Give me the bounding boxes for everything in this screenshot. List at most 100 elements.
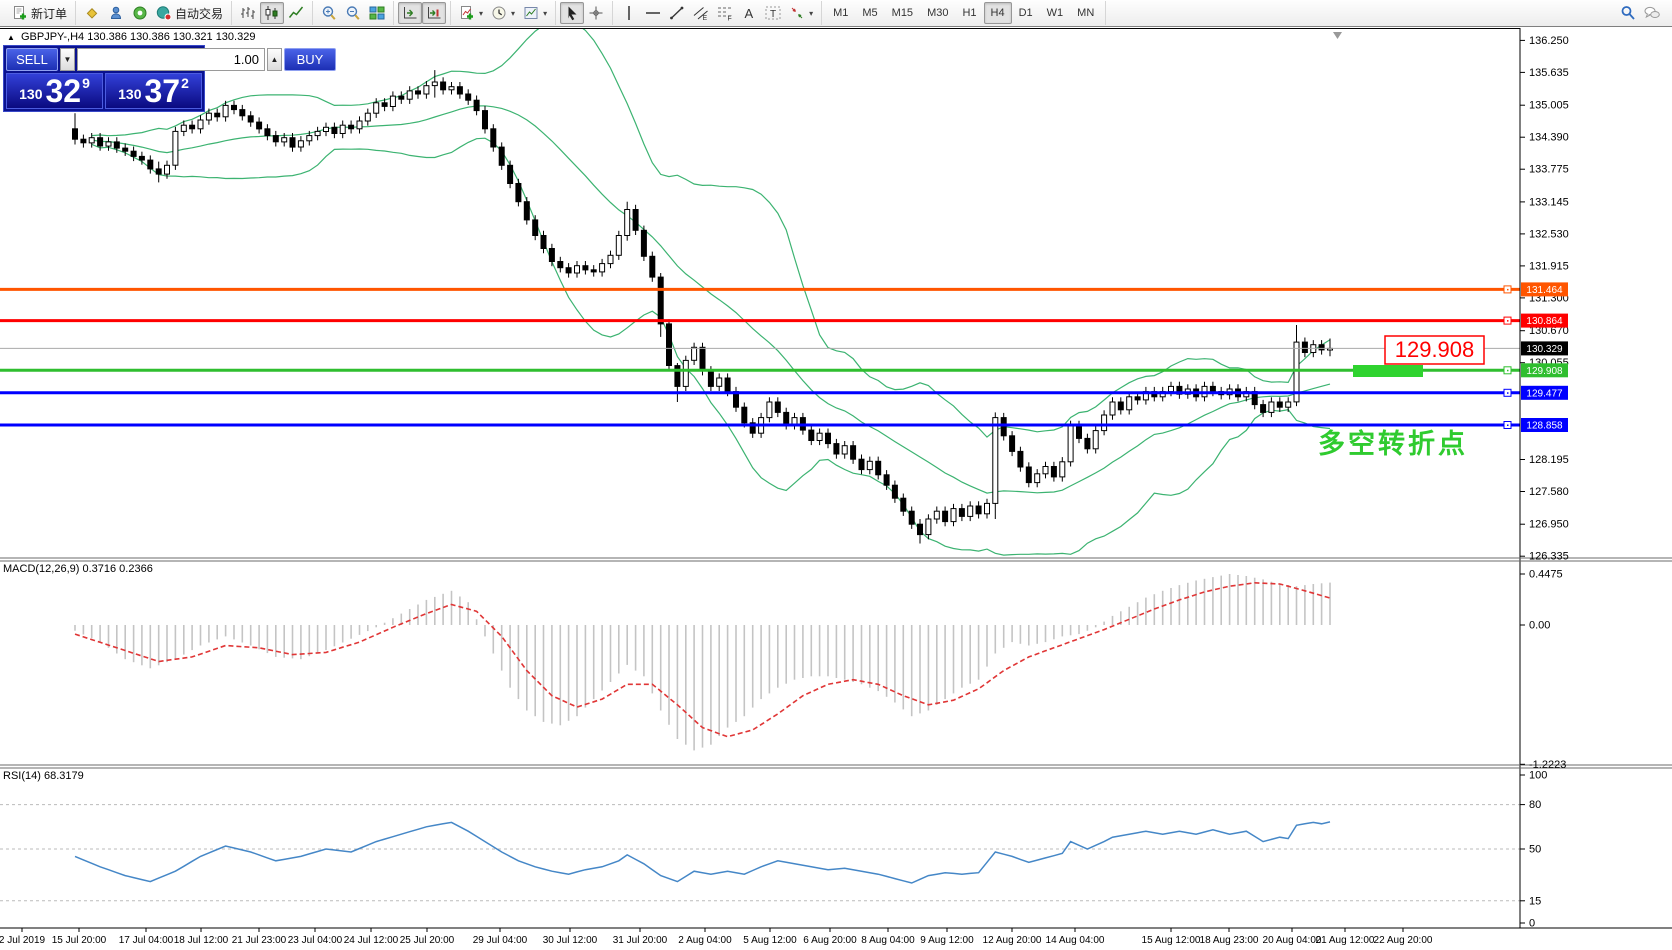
styler-button[interactable] — [80, 2, 104, 24]
tf-m5-button[interactable]: M5 — [862, 7, 878, 19]
buy-price-sup: 2 — [181, 75, 189, 91]
signals-button[interactable] — [128, 2, 152, 24]
auto-scroll-button[interactable] — [398, 2, 423, 24]
time-tick-label: 18 Aug 23:00 — [1200, 935, 1259, 946]
chart-svg[interactable]: 129.908 多空转折点 MACD(12,26,9) 0.3716 0.2366 R… — [0, 28, 1672, 950]
buy-button[interactable]: BUY — [284, 48, 336, 71]
symbol-title: GBPJPY-,H4 — [20, 31, 85, 43]
price-tick-label: 128.195 — [1529, 454, 1569, 466]
horizontal-line-button[interactable] — [641, 2, 665, 24]
time-tick-label: 24 Jul 12:00 — [344, 935, 399, 946]
svg-text:131.464: 131.464 — [1526, 285, 1563, 296]
channel-icon: E — [693, 7, 708, 21]
time-tick-label: 2 Aug 04:00 — [678, 935, 732, 946]
tf-d1-button[interactable]: D1 — [1018, 7, 1033, 19]
toolbar-group-5: ▾ ▾ ▾ — [451, 1, 557, 25]
new-order-button-label: 新订单 — [31, 6, 68, 21]
time-tick-label: 15 Jul 20:00 — [52, 935, 107, 946]
rsi-line — [74, 821, 1331, 884]
svg-text:129.477: 129.477 — [1526, 388, 1563, 399]
sell-price-big: 32 — [45, 73, 82, 109]
toolbar-group-7: E F A T ▾ — [613, 1, 823, 25]
toolbar-group-2 — [232, 1, 314, 25]
chevron-down-icon: ▾ — [479, 8, 484, 18]
svg-text:E: E — [703, 15, 708, 21]
autotrade-icon — [156, 6, 172, 21]
crosshair-button[interactable] — [584, 2, 608, 24]
bar-chart-icon — [241, 7, 256, 19]
periods-icon — [492, 6, 506, 20]
arrows-button[interactable]: ▾ — [785, 2, 817, 24]
crosshair-icon — [589, 6, 603, 20]
time-tick-label: 2 Jul 2019 — [0, 935, 46, 946]
indicators-button[interactable]: ▾ — [455, 2, 487, 24]
trendline-icon — [670, 6, 684, 20]
tf-m15-button[interactable]: M15 — [891, 7, 914, 19]
metaeditor-button[interactable] — [104, 2, 128, 24]
tf-m1-button[interactable]: M1 — [833, 7, 849, 19]
price-tag — [1521, 363, 1568, 378]
chart-shift-icon — [428, 7, 441, 19]
text-button[interactable]: A — [737, 2, 761, 24]
line-chart-button[interactable] — [284, 2, 308, 24]
fibonacci-button[interactable]: F — [713, 2, 737, 24]
note-annotation[interactable]: 多空转折点 — [1318, 428, 1468, 459]
price-tick-label: 130.670 — [1529, 325, 1569, 337]
tf-mn-button[interactable]: MN — [1077, 7, 1095, 19]
tf-h1-button[interactable]: H1 — [962, 7, 977, 19]
chat-icon — [1644, 6, 1660, 19]
svg-text:130.329: 130.329 — [1526, 344, 1563, 355]
toolbar-group-1: 自动交易 — [76, 1, 233, 25]
panel-collapse-toggle[interactable]: ▲ — [7, 33, 15, 42]
rsi-tick-label: 100 — [1529, 770, 1547, 782]
symbol-header: ▲ GBPJPY-,H4 130.386 130.386 130.321 130… — [7, 31, 255, 43]
sell-price-display[interactable]: 130 32 9 — [6, 73, 103, 109]
toolbar-group-8: M1 M5 M15 M30 H1 H4 D1 W1 MN — [822, 1, 1107, 25]
search-button[interactable] — [1616, 2, 1640, 24]
volume-input[interactable] — [77, 48, 265, 71]
templates-button[interactable]: ▾ — [519, 2, 551, 24]
trendline-button[interactable] — [665, 2, 689, 24]
label-button[interactable]: T — [761, 2, 785, 24]
svg-text:129.908: 129.908 — [1526, 366, 1563, 377]
auto-trading-button[interactable]: 自动交易 — [152, 2, 227, 24]
svg-text:128.858: 128.858 — [1526, 421, 1563, 432]
bar-chart-button[interactable] — [236, 2, 260, 24]
channel-button[interactable]: E — [689, 2, 713, 24]
zoom-out-button[interactable] — [341, 2, 365, 24]
time-tick-label: 15 Aug 12:00 — [1142, 935, 1201, 946]
toolbar-group-right — [1612, 1, 1668, 25]
tf-h4-button[interactable]: H4 — [983, 2, 1012, 24]
sell-price-sup: 9 — [82, 75, 90, 91]
buy-price-display[interactable]: 130 37 2 — [105, 73, 202, 109]
chart-shift-button[interactable] — [422, 2, 447, 24]
chart-area[interactable]: 129.908 多空转折点 MACD(12,26,9) 0.3716 0.2366 R… — [0, 28, 1672, 950]
rsi-tick-label: 50 — [1529, 844, 1541, 856]
zoom-in-button[interactable] — [317, 2, 341, 24]
volume-increase-button[interactable]: ▲ — [267, 48, 282, 71]
tf-m30-button[interactable]: M30 — [927, 7, 949, 19]
candle-chart-button[interactable] — [260, 2, 285, 24]
fibonacci-icon: F — [718, 7, 733, 21]
vertical-line-button[interactable] — [617, 2, 641, 24]
sell-button[interactable]: SELL — [6, 48, 58, 71]
macd-signal-line — [74, 581, 1331, 738]
time-tick-label: 29 Jul 04:00 — [473, 935, 528, 946]
volume-decrease-button[interactable]: ▼ — [60, 48, 75, 71]
tf-w1-button[interactable]: W1 — [1046, 7, 1064, 19]
price-annotation-box[interactable] — [1384, 335, 1485, 365]
chat-button[interactable] — [1640, 2, 1664, 24]
editor-icon — [111, 6, 122, 19]
price-tag — [1521, 385, 1568, 400]
svg-text:130.864: 130.864 — [1526, 316, 1563, 327]
tile-windows-button[interactable] — [365, 2, 389, 24]
periods-button[interactable]: ▾ — [487, 2, 519, 24]
new-order-button[interactable]: 新订单 — [8, 2, 71, 24]
price-tick-label: 133.145 — [1529, 196, 1569, 208]
signals-icon — [133, 6, 147, 20]
cursor-button[interactable] — [560, 2, 585, 24]
highlight-rectangle[interactable] — [1353, 365, 1423, 377]
price-tick-label: 136.250 — [1529, 35, 1569, 47]
time-tick-label: 20 Aug 04:00 — [1263, 935, 1322, 946]
macd-tick-label: -1.2223 — [1529, 759, 1566, 771]
